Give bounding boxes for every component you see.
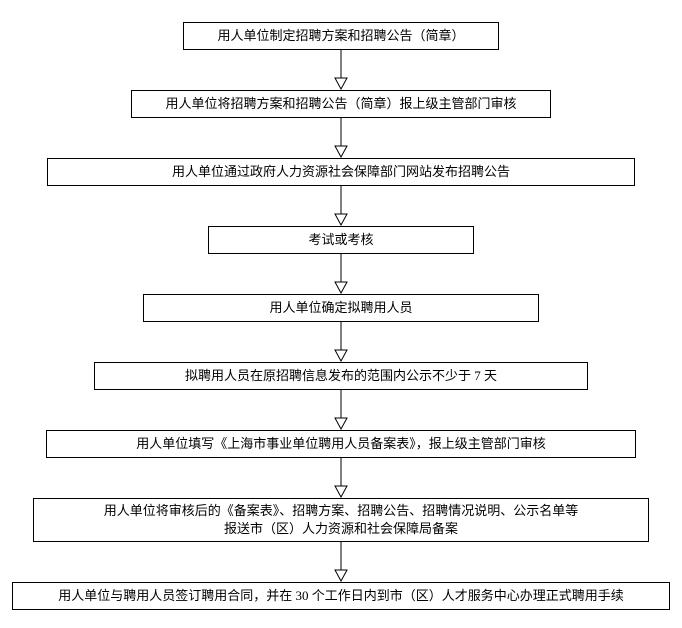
flowchart-canvas: 用人单位制定招聘方案和招聘公告（简章）用人单位将招聘方案和招聘公告（简章）报上级…: [0, 0, 682, 628]
connector-n8-n9: [332, 542, 350, 587]
connector-n6-n7: [332, 390, 350, 435]
flow-node-n8: 用人单位将审核后的《备案表》、招聘方案、招聘公告、招聘情况说明、公示名单等 报送…: [33, 498, 649, 542]
flow-node-n1: 用人单位制定招聘方案和招聘公告（简章）: [183, 22, 499, 50]
connector-n1-n2: [332, 50, 350, 95]
connector-n7-n8: [332, 458, 350, 503]
connector-n3-n4: [332, 186, 350, 231]
connector-n4-n5: [332, 254, 350, 299]
connector-n2-n3: [332, 118, 350, 163]
connector-n5-n6: [332, 322, 350, 367]
